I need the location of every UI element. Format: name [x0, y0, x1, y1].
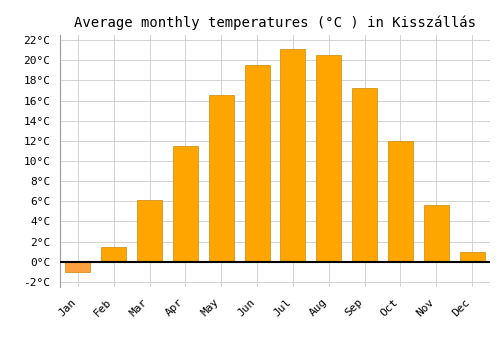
Bar [280, 49, 305, 262]
Bar [460, 252, 484, 262]
Bar [208, 96, 234, 262]
Bar [424, 205, 449, 262]
Bar [352, 89, 377, 262]
Bar [388, 141, 413, 262]
Bar [66, 262, 90, 272]
Bar [316, 55, 342, 262]
Bar [137, 200, 162, 262]
Bar [173, 146, 198, 262]
Bar [244, 65, 270, 262]
Title: Average monthly temperatures (°C ) in Kisszállás: Average monthly temperatures (°C ) in Ki… [74, 15, 476, 30]
Bar [101, 247, 126, 262]
